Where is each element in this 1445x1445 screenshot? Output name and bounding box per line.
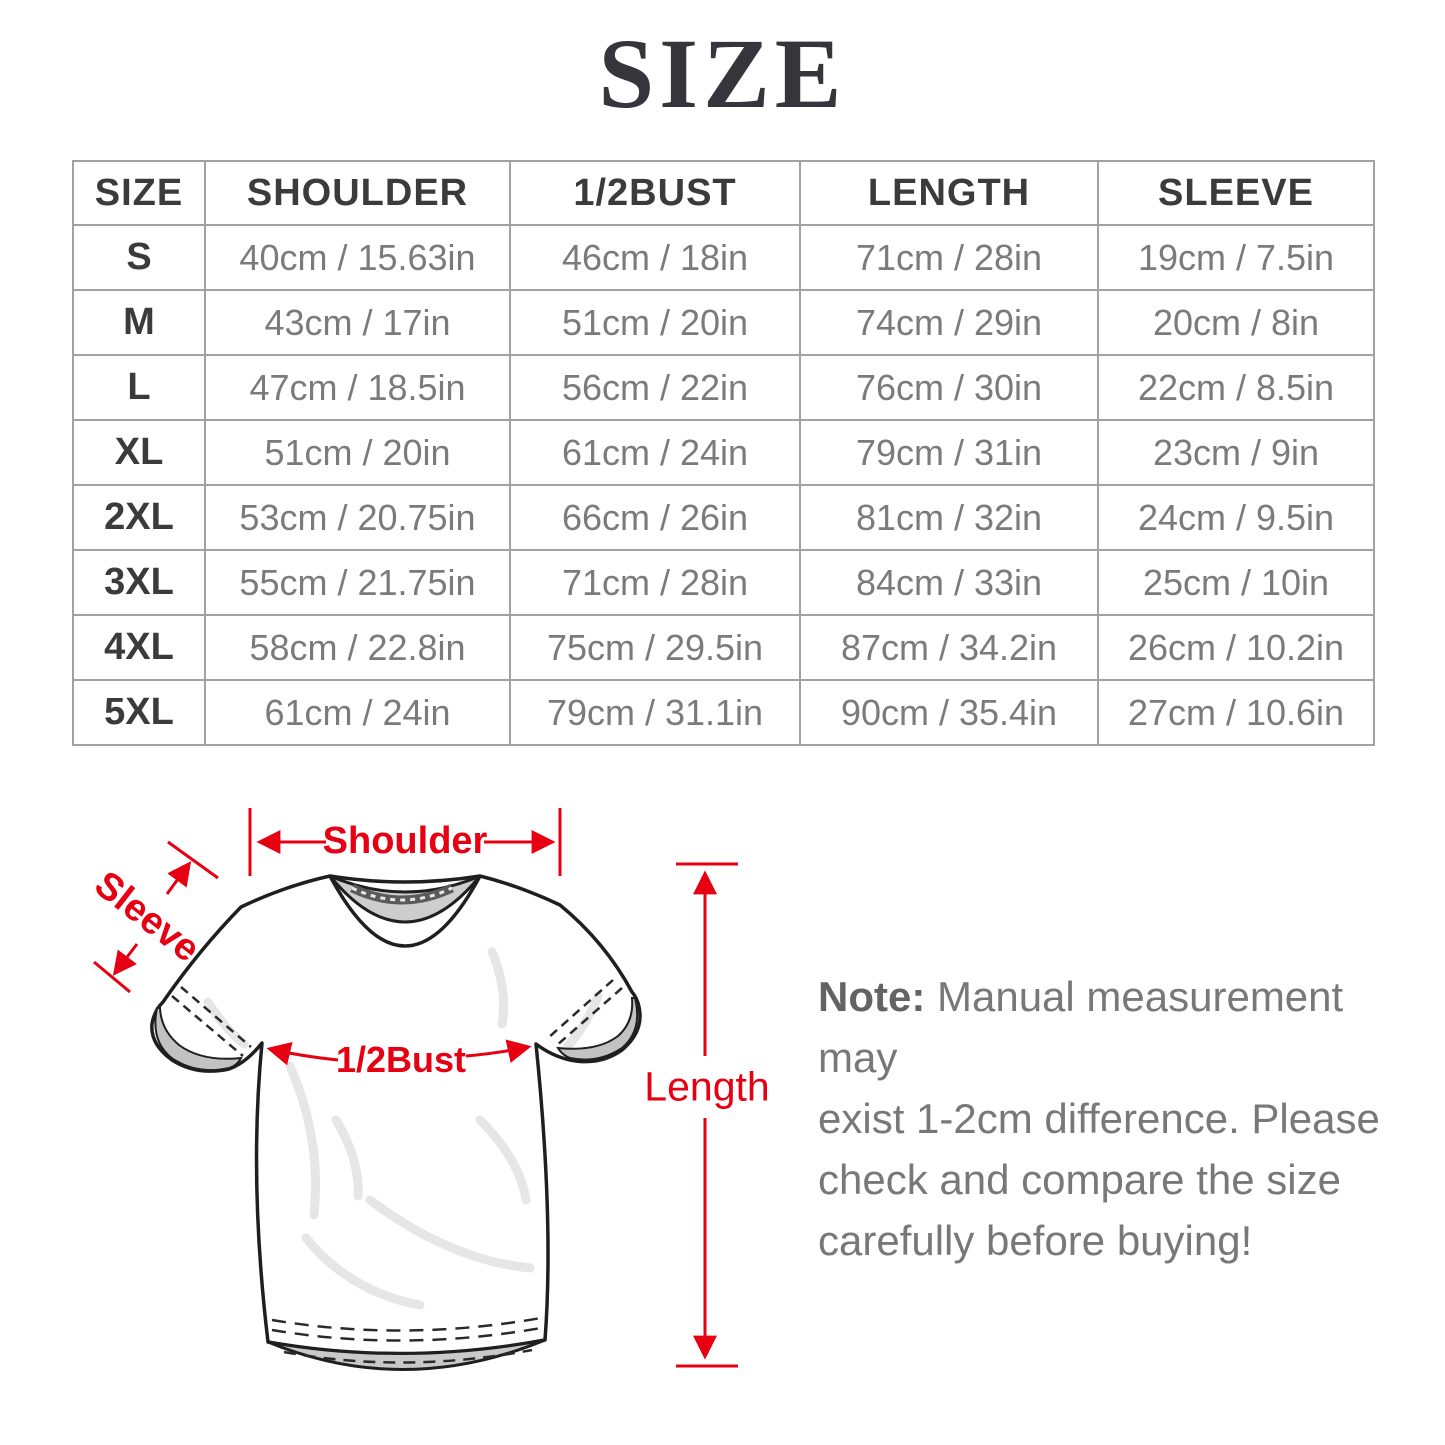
value-cell: 55cm / 21.75in — [204, 549, 511, 616]
value-cell: 58cm / 22.8in — [204, 614, 511, 681]
length-dimension — [676, 862, 738, 1368]
table-row: S 40cm / 15.63in 46cm / 18in 71cm / 28in… — [72, 224, 1375, 291]
left-sleeve-cuff — [154, 986, 252, 1072]
value-cell: 20cm / 8in — [1097, 289, 1375, 356]
value-cell: 87cm / 34.2in — [799, 614, 1099, 681]
value-cell: 66cm / 26in — [509, 484, 801, 551]
value-cell: 53cm / 20.75in — [204, 484, 511, 551]
note-text: Manual measurement may — [818, 973, 1344, 1081]
value-cell: 26cm / 10.2in — [1097, 614, 1375, 681]
header-cell-shoulder: SHOULDER — [204, 160, 511, 226]
value-cell: 76cm / 30in — [799, 354, 1099, 421]
table-row: 4XL 58cm / 22.8in 75cm / 29.5in 87cm / 3… — [72, 614, 1375, 681]
value-cell: 84cm / 33in — [799, 549, 1099, 616]
hem — [267, 1316, 546, 1371]
size-label: 4XL — [72, 614, 206, 681]
table-row: 5XL 61cm / 24in 79cm / 31.1in 90cm / 35.… — [72, 679, 1375, 746]
value-cell: 79cm / 31in — [799, 419, 1099, 486]
value-cell: 71cm / 28in — [509, 549, 801, 616]
value-cell: 71cm / 28in — [799, 224, 1099, 291]
note-line: Note: Manual measurement may — [818, 966, 1418, 1088]
size-label: 3XL — [72, 549, 206, 616]
size-label: 5XL — [72, 679, 206, 746]
header-cell-sleeve: SLEEVE — [1097, 160, 1375, 226]
value-cell: 23cm / 9in — [1097, 419, 1375, 486]
value-cell: 51cm / 20in — [509, 289, 801, 356]
value-cell: 27cm / 10.6in — [1097, 679, 1375, 746]
table-row: XL 51cm / 20in 61cm / 24in 79cm / 31in 2… — [72, 419, 1375, 486]
value-cell: 81cm / 32in — [799, 484, 1099, 551]
table-row: 3XL 55cm / 21.75in 71cm / 28in 84cm / 33… — [72, 549, 1375, 616]
value-cell: 22cm / 8.5in — [1097, 354, 1375, 421]
dimension-lines — [93, 808, 738, 1368]
size-label: 2XL — [72, 484, 206, 551]
size-table: SIZE SHOULDER 1/2BUST LENGTH SLEEVE S 40… — [72, 160, 1375, 746]
note-line: exist 1-2cm difference. Please — [818, 1095, 1380, 1142]
value-cell: 61cm / 24in — [509, 419, 801, 486]
value-cell: 56cm / 22in — [509, 354, 801, 421]
value-cell: 51cm / 20in — [204, 419, 511, 486]
header-cell-length: LENGTH — [799, 160, 1099, 226]
note-line: carefully before buying! — [818, 1217, 1253, 1264]
page-title: SIZE — [598, 18, 847, 129]
table-row: L 47cm / 18.5in 56cm / 22in 76cm / 30in … — [72, 354, 1375, 421]
value-cell: 40cm / 15.63in — [204, 224, 511, 291]
value-cell: 47cm / 18.5in — [204, 354, 511, 421]
shoulder-dimension-label: Shoulder — [322, 820, 488, 862]
value-cell: 43cm / 17in — [204, 289, 511, 356]
value-cell: 19cm / 7.5in — [1097, 224, 1375, 291]
collar — [328, 874, 482, 948]
table-header-row: SIZE SHOULDER 1/2BUST LENGTH SLEEVE — [72, 160, 1375, 226]
value-cell: 25cm / 10in — [1097, 549, 1375, 616]
value-cell: 74cm / 29in — [799, 289, 1099, 356]
value-cell: 24cm / 9.5in — [1097, 484, 1375, 551]
size-label: S — [72, 224, 206, 291]
note-line: check and compare the size — [818, 1156, 1341, 1203]
right-sleeve-cuff — [547, 979, 639, 1061]
tshirt-outline — [150, 874, 642, 1371]
size-label: XL — [72, 419, 206, 486]
measurement-note: Note: Manual measurement may exist 1-2cm… — [818, 966, 1418, 1271]
table-row: 2XL 53cm / 20.75in 66cm / 26in 81cm / 32… — [72, 484, 1375, 551]
length-dimension-label: Length — [644, 1063, 770, 1110]
halfbust-dimension — [266, 1039, 532, 1066]
value-cell: 75cm / 29.5in — [509, 614, 801, 681]
value-cell: 90cm / 35.4in — [799, 679, 1099, 746]
shoulder-dimension — [248, 808, 562, 876]
value-cell: 46cm / 18in — [509, 224, 801, 291]
sleeve-dimension — [93, 840, 219, 994]
size-label: M — [72, 289, 206, 356]
header-cell-halfbust: 1/2BUST — [509, 160, 801, 226]
value-cell: 61cm / 24in — [204, 679, 511, 746]
header-cell-size: SIZE — [72, 160, 206, 226]
table-row: M 43cm / 17in 51cm / 20in 74cm / 29in 20… — [72, 289, 1375, 356]
value-cell: 79cm / 31.1in — [509, 679, 801, 746]
halfbust-dimension-label: 1/2Bust — [335, 1039, 467, 1080]
wrinkle-shadows — [203, 947, 603, 1310]
note-prefix: Note: — [818, 973, 926, 1020]
size-label: L — [72, 354, 206, 421]
